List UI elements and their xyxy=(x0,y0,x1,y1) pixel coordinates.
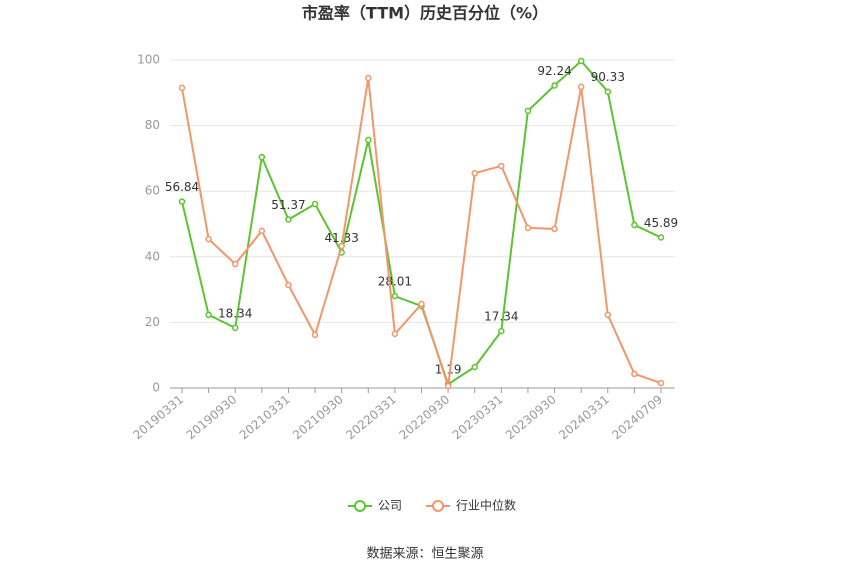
y-tick-label: 20 xyxy=(145,315,160,329)
point xyxy=(258,227,266,235)
data-label: 92.24 xyxy=(537,64,571,78)
data-label: 90.33 xyxy=(591,70,625,84)
point xyxy=(604,88,612,95)
point xyxy=(471,363,478,371)
point xyxy=(551,82,558,89)
y-tick-label: 100 xyxy=(137,53,160,67)
data-label: 41.33 xyxy=(324,231,358,245)
point xyxy=(311,200,319,208)
point xyxy=(338,242,345,250)
point xyxy=(365,136,372,144)
point xyxy=(205,311,212,319)
x-tick-label: 20190930 xyxy=(184,392,240,442)
point xyxy=(311,331,319,339)
legend-label: 行业中位数 xyxy=(456,498,516,513)
point xyxy=(418,300,425,308)
source: 数据来源：恒生聚源 xyxy=(366,547,483,562)
x-tick-label: 20210930 xyxy=(290,392,346,442)
point xyxy=(577,57,585,65)
point xyxy=(391,292,399,300)
point xyxy=(258,153,266,161)
point xyxy=(471,169,478,177)
point xyxy=(551,225,558,233)
y-tick-label: 60 xyxy=(145,184,160,198)
data-label: 18.34 xyxy=(218,306,252,320)
point xyxy=(498,327,505,335)
data-label: 51.37 xyxy=(271,198,305,212)
point xyxy=(631,221,638,229)
point xyxy=(285,216,292,223)
x-tick-label: 20220331 xyxy=(343,392,399,442)
point xyxy=(231,260,239,268)
data-label: 28.01 xyxy=(378,275,412,289)
x-tick-label: 20230331 xyxy=(450,392,506,442)
point xyxy=(657,379,665,387)
legend-label: 公司 xyxy=(378,499,402,513)
point xyxy=(365,74,372,82)
x-tick-label: 20240709 xyxy=(609,392,665,442)
x-tick-label: 20210331 xyxy=(237,392,293,442)
series-line xyxy=(181,59,662,386)
point xyxy=(444,382,452,390)
point xyxy=(604,311,612,319)
point xyxy=(657,234,665,241)
x-tick-label: 20240331 xyxy=(556,392,612,442)
point xyxy=(524,107,532,115)
chart-title: 市盈率（TTM）历史百分位（%） xyxy=(302,4,548,23)
point xyxy=(178,198,186,205)
x-tick-label: 20190331 xyxy=(130,392,186,442)
x-tick-label: 20220930 xyxy=(397,392,453,442)
point xyxy=(498,162,505,170)
legend-marker xyxy=(432,500,445,512)
data-label: 1.19 xyxy=(435,363,462,377)
point xyxy=(577,83,585,91)
point xyxy=(524,224,532,232)
x-tick-label: 20230930 xyxy=(503,392,559,442)
series-line xyxy=(181,77,662,387)
y-tick-label: 80 xyxy=(145,118,160,132)
point xyxy=(205,235,212,243)
point xyxy=(631,370,638,378)
legend-marker xyxy=(354,500,366,512)
data-label: 17.34 xyxy=(484,310,518,324)
point xyxy=(231,324,239,332)
y-tick-label: 0 xyxy=(152,381,160,395)
point xyxy=(285,281,292,289)
data-label: 56.84 xyxy=(165,180,199,194)
point xyxy=(391,330,399,338)
y-tick-label: 40 xyxy=(145,249,160,263)
data-label: 45.89 xyxy=(644,216,678,230)
point xyxy=(178,84,186,92)
